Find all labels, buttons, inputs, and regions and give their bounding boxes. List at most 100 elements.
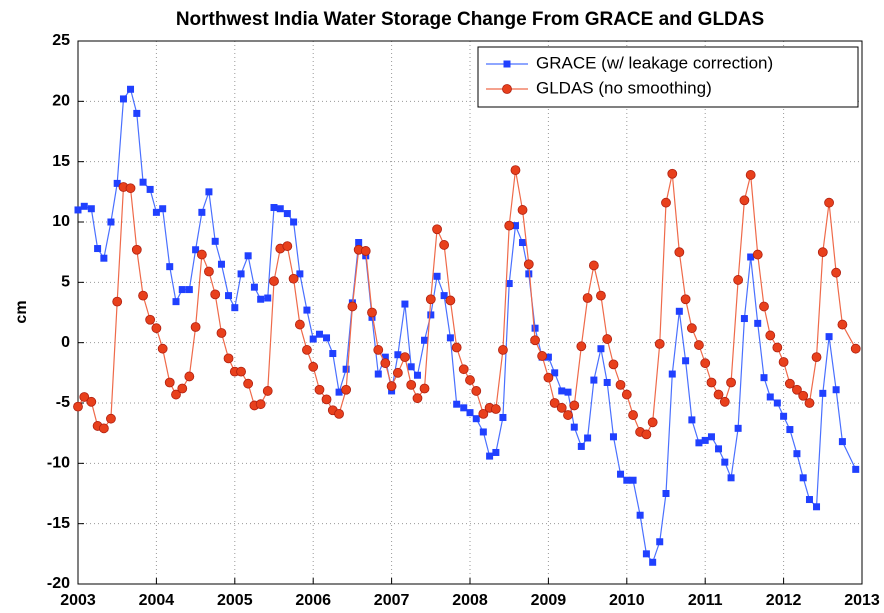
marker: [662, 490, 670, 497]
marker: [465, 375, 475, 385]
marker: [602, 334, 613, 344]
marker: [656, 538, 664, 546]
marker: [608, 359, 619, 370]
marker: [190, 322, 201, 332]
marker: [290, 218, 298, 226]
y-tick-label: -10: [47, 455, 70, 472]
marker: [642, 550, 650, 558]
marker: [523, 259, 534, 270]
marker: [309, 335, 317, 343]
marker: [125, 183, 136, 194]
x-tick-label: 2004: [139, 592, 175, 609]
marker: [623, 476, 631, 484]
marker: [401, 300, 409, 308]
x-tick-label: 2007: [374, 592, 410, 609]
marker: [700, 358, 711, 369]
y-tick-label: 0: [61, 334, 70, 351]
marker: [446, 334, 454, 342]
marker: [649, 558, 657, 566]
marker: [439, 240, 450, 250]
marker: [164, 377, 175, 388]
marker: [569, 400, 580, 411]
marker: [754, 319, 762, 327]
marker: [131, 244, 142, 255]
marker: [778, 357, 789, 367]
marker: [315, 330, 323, 338]
marker: [432, 224, 442, 235]
marker: [74, 206, 82, 214]
marker: [668, 370, 676, 378]
marker: [760, 374, 768, 382]
marker: [766, 393, 774, 401]
marker: [294, 319, 305, 330]
marker: [451, 342, 462, 353]
marker: [119, 95, 127, 103]
marker: [185, 286, 193, 294]
marker: [151, 323, 162, 334]
marker: [817, 247, 828, 258]
marker: [196, 249, 207, 260]
marker: [773, 399, 781, 407]
marker: [146, 185, 154, 193]
marker: [380, 358, 391, 369]
marker: [386, 381, 397, 392]
marker: [269, 276, 279, 287]
marker: [347, 301, 358, 312]
y-tick-label: 25: [52, 32, 70, 49]
marker: [772, 342, 783, 353]
marker: [556, 402, 567, 413]
marker: [837, 319, 848, 330]
marker: [576, 341, 587, 352]
marker: [628, 410, 638, 420]
marker: [210, 289, 221, 300]
marker: [236, 366, 246, 377]
marker: [335, 388, 343, 396]
marker: [713, 389, 724, 400]
marker: [406, 379, 417, 390]
y-tick-label: -15: [47, 515, 70, 532]
marker: [100, 254, 108, 262]
marker: [198, 208, 206, 216]
marker: [479, 428, 487, 436]
x-tick-label: 2013: [844, 592, 880, 609]
marker: [243, 378, 254, 389]
marker: [321, 394, 332, 405]
marker: [726, 377, 736, 388]
marker: [308, 361, 319, 372]
marker: [138, 290, 148, 301]
marker: [360, 246, 371, 256]
y-tick-label: 15: [52, 153, 70, 170]
marker: [413, 371, 421, 379]
marker: [460, 404, 468, 412]
x-tick-label: 2012: [766, 592, 802, 609]
marker: [204, 266, 214, 277]
marker: [216, 328, 227, 338]
marker: [425, 294, 436, 305]
marker: [400, 352, 410, 363]
x-tick-label: 2011: [688, 592, 723, 609]
marker: [701, 436, 709, 444]
x-tick-label: 2009: [531, 592, 567, 609]
marker: [107, 218, 115, 226]
marker: [695, 439, 703, 447]
marker: [680, 294, 691, 305]
marker: [804, 398, 815, 408]
marker: [166, 263, 174, 271]
marker: [603, 378, 611, 386]
marker: [805, 496, 813, 504]
marker: [609, 433, 617, 441]
marker: [73, 401, 83, 412]
marker: [98, 423, 109, 434]
chart-title: Northwest India Water Storage Change Fro…: [176, 9, 764, 30]
marker: [172, 298, 180, 306]
marker: [94, 245, 102, 253]
marker: [133, 109, 141, 117]
marker: [688, 416, 696, 424]
marker: [302, 345, 312, 355]
marker: [329, 350, 337, 358]
marker: [706, 377, 717, 388]
x-tick-label: 2010: [609, 592, 645, 609]
marker: [152, 208, 160, 216]
marker: [734, 424, 742, 432]
